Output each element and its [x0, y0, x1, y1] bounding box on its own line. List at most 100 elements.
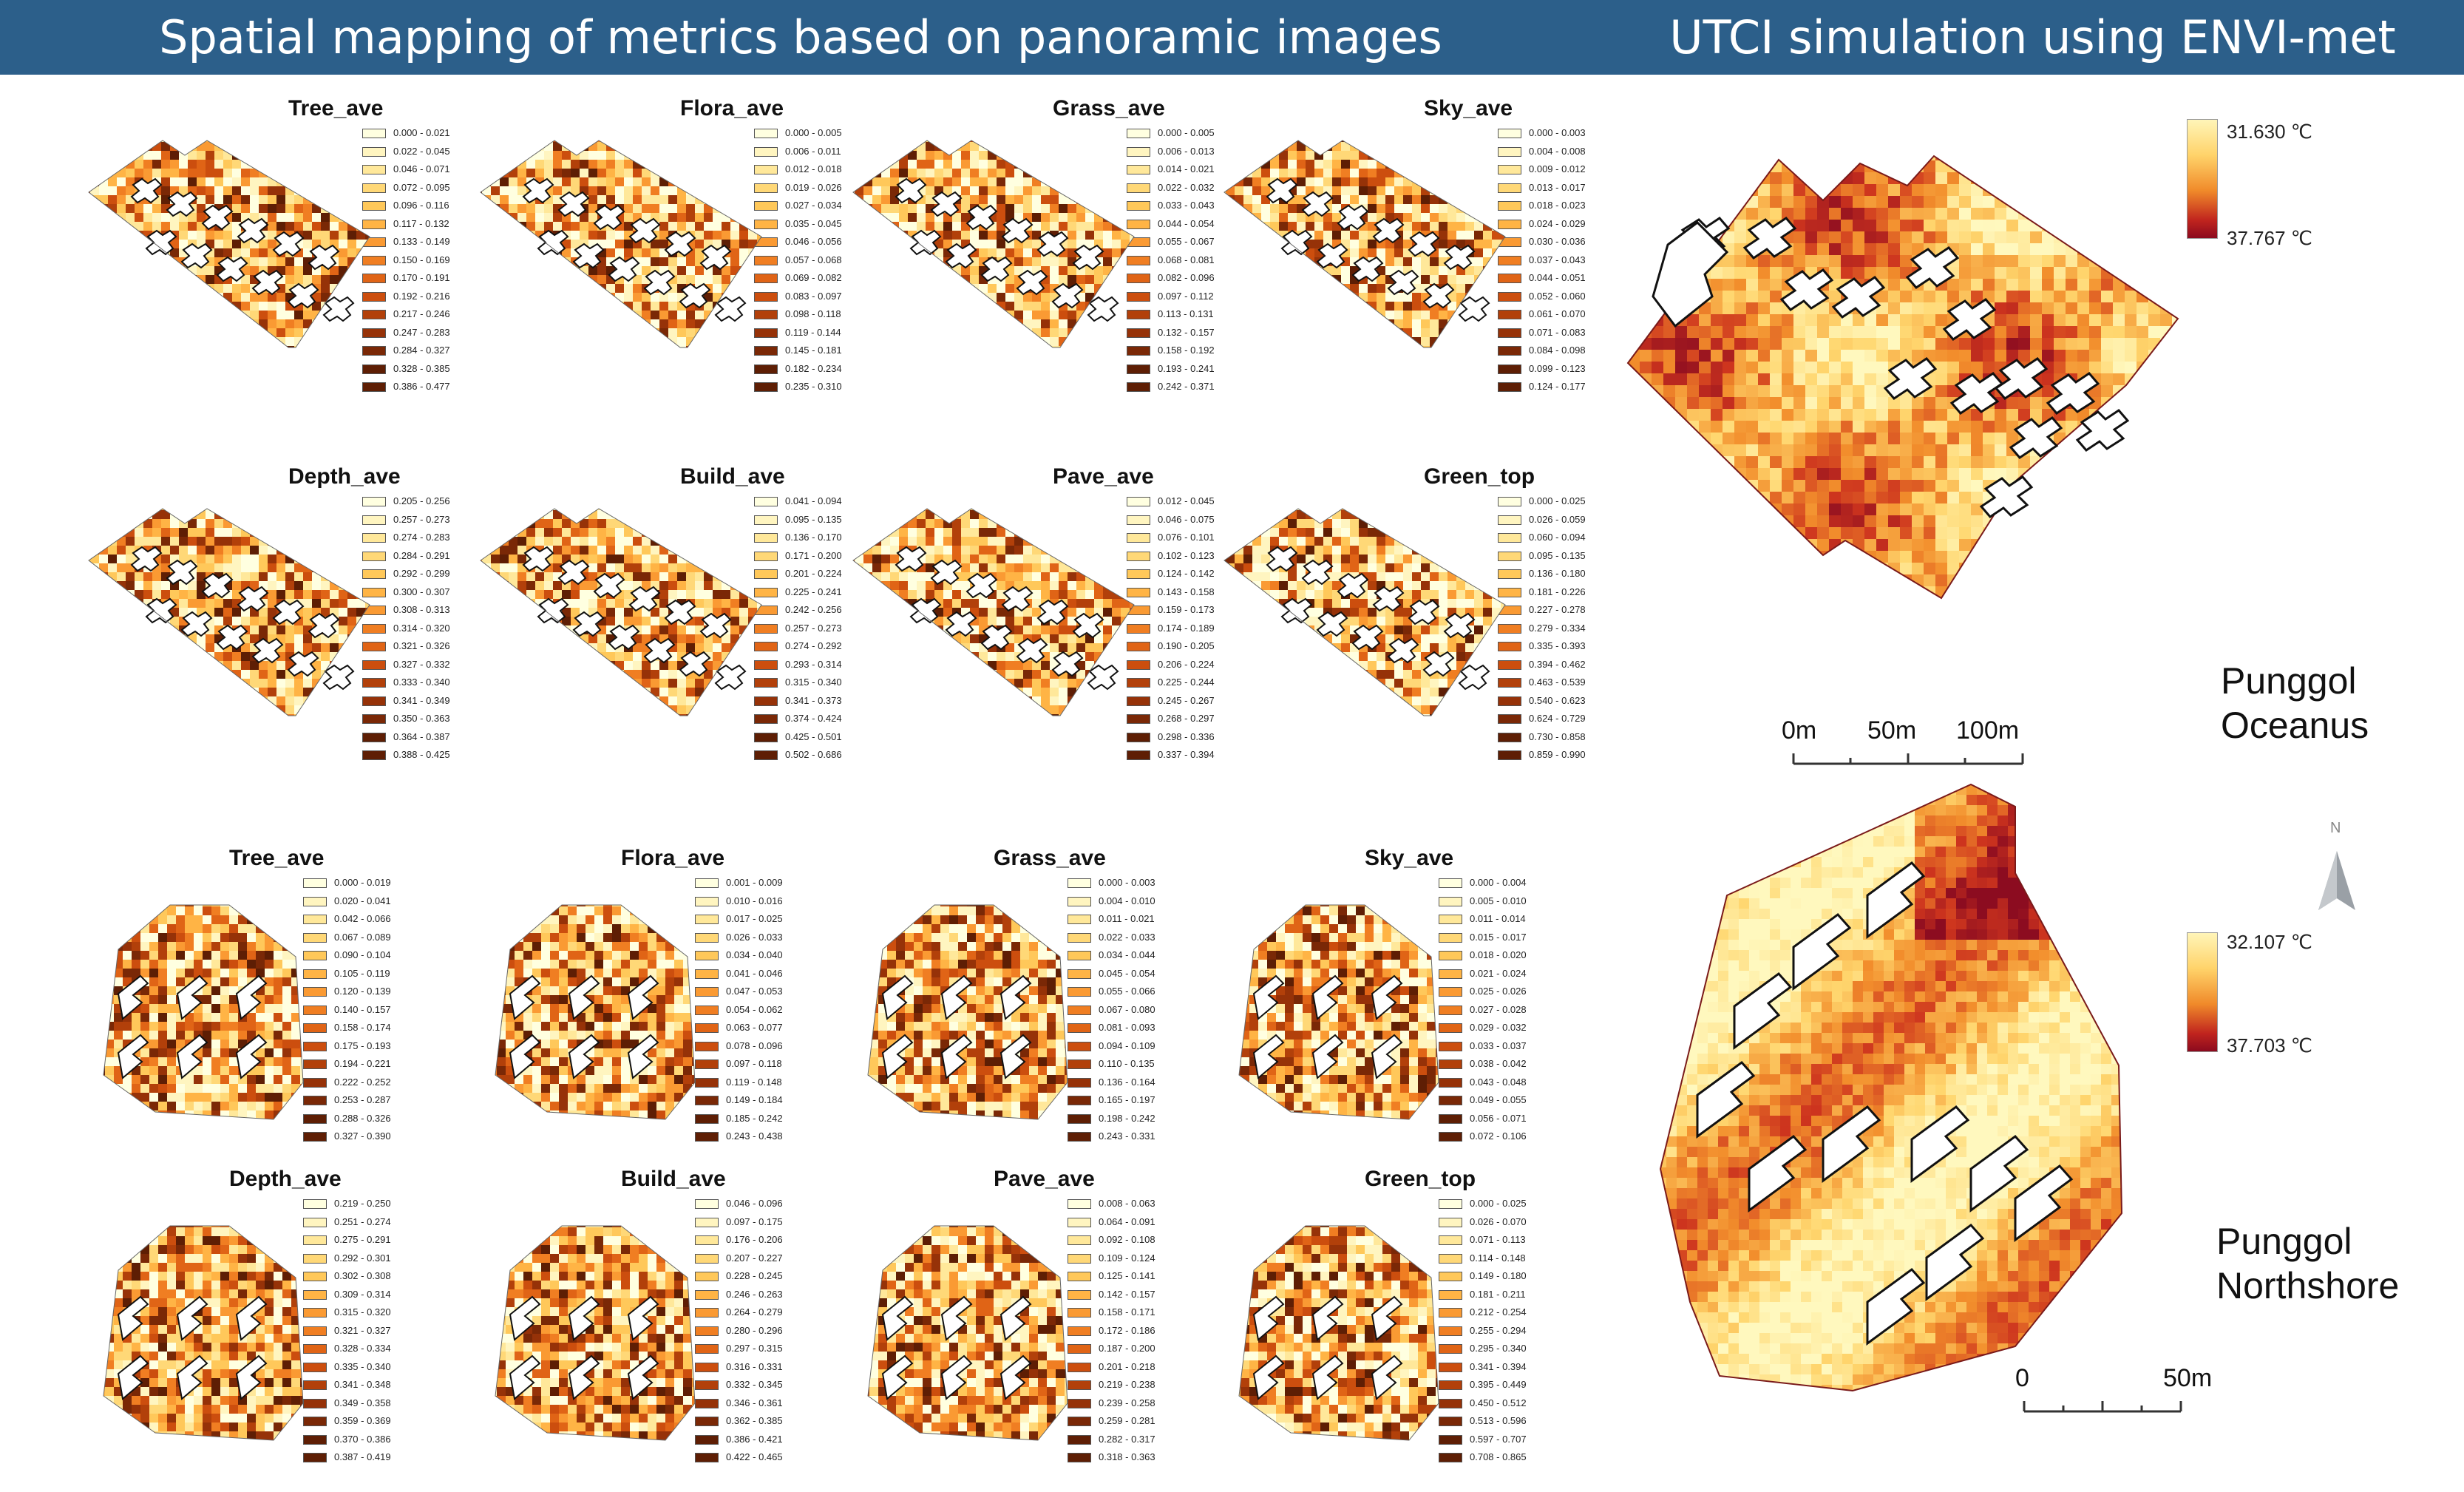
legend-label: 0.046 - 0.071	[393, 163, 450, 174]
legend-label: 0.057 - 0.068	[785, 254, 842, 265]
legend-label: 0.205 - 0.256	[393, 495, 450, 506]
legend-label: 0.321 - 0.326	[393, 640, 450, 651]
legend-label: 0.502 - 0.686	[785, 749, 842, 760]
legend-label: 0.012 - 0.045	[1158, 495, 1215, 506]
legend-label: 0.170 - 0.191	[393, 272, 450, 283]
legend-label: 0.341 - 0.373	[785, 695, 842, 706]
legend-label: 0.006 - 0.011	[785, 146, 841, 157]
legend-label: 0.247 - 0.283	[393, 327, 450, 338]
legend-label: 0.022 - 0.045	[393, 146, 450, 157]
legend-label: 0.314 - 0.320	[393, 623, 450, 634]
panel-map	[466, 479, 776, 790]
legend-label: 0.024 - 0.029	[1529, 218, 1586, 229]
legend-label: 0.012 - 0.018	[785, 163, 842, 174]
utci-northshore-scalebar	[2024, 1397, 2246, 1426]
utci-northshore-site-line1: Punggol	[2216, 1219, 2399, 1264]
legend-label: 0.069 - 0.082	[785, 272, 842, 283]
legend-label: 0.046 - 0.056	[785, 236, 842, 247]
legend-label: 0.540 - 0.623	[1529, 695, 1586, 706]
legend-label: 0.292 - 0.299	[393, 568, 450, 579]
legend-label: 0.026 - 0.059	[1529, 514, 1586, 525]
legend-label: 0.190 - 0.205	[1158, 640, 1215, 651]
legend-label: 0.235 - 0.310	[785, 381, 842, 392]
utci-oceanus: 31.630 ℃ 37.767 ℃ Punggol Oceanus 0m 50m…	[1601, 75, 2464, 784]
legend-label: 0.000 - 0.005	[1158, 127, 1215, 138]
utci-northshore-site-name: Punggol Northshore	[2216, 1219, 2399, 1308]
legend-label: 0.061 - 0.070	[1529, 308, 1586, 319]
legend-label: 0.102 - 0.123	[1158, 550, 1215, 561]
legend-label: 0.268 - 0.297	[1158, 713, 1215, 724]
legend-label: 0.030 - 0.036	[1529, 236, 1586, 247]
legend-label: 0.274 - 0.292	[785, 640, 842, 651]
legend-label: 0.337 - 0.394	[1158, 749, 1215, 760]
legend-label: 0.274 - 0.283	[393, 532, 450, 543]
legend-label: 0.463 - 0.539	[1529, 677, 1586, 688]
legend-label: 0.242 - 0.371	[1158, 381, 1215, 392]
header-right-text: UTCI simulation using ENVI-met	[1669, 10, 2395, 64]
utci-oceanus-scalebar	[1793, 749, 2089, 779]
legend-label: 0.071 - 0.083	[1529, 327, 1586, 338]
legend-label: 0.133 - 0.149	[393, 236, 450, 247]
utci-northshore-site-line2: Northshore	[2216, 1264, 2399, 1308]
legend-label: 0.004 - 0.008	[1529, 146, 1586, 157]
legend-label: 0.225 - 0.244	[1158, 677, 1215, 688]
utci-oceanus-scale-0: 0m	[1782, 716, 1816, 745]
legend-label: 0.014 - 0.021	[1158, 163, 1215, 174]
legend-label: 0.082 - 0.096	[1158, 272, 1215, 283]
legend-label: 0.327 - 0.332	[393, 659, 450, 670]
legend-label: 0.206 - 0.224	[1158, 659, 1215, 670]
legend-label: 0.119 - 0.144	[785, 327, 841, 338]
legend-label: 0.257 - 0.273	[785, 623, 842, 634]
legend-label: 0.046 - 0.075	[1158, 514, 1215, 525]
legend-label: 0.217 - 0.246	[393, 308, 450, 319]
legend-label: 0.386 - 0.477	[393, 381, 450, 392]
panel-map	[1209, 479, 1520, 790]
panel-map	[1209, 861, 1520, 1171]
legend-label: 0.000 - 0.003	[1529, 127, 1586, 138]
legend-label: 0.055 - 0.067	[1158, 236, 1215, 247]
legend-label: 0.159 - 0.173	[1158, 604, 1215, 615]
legend-label: 0.257 - 0.273	[393, 514, 450, 525]
utci-northshore: 32.107 ℃ 37.703 ℃ N Punggol Northshore 0…	[1601, 784, 2464, 1452]
legend-label: 0.350 - 0.363	[393, 713, 450, 724]
legend-label: 0.136 - 0.180	[1529, 568, 1586, 579]
legend-label: 0.035 - 0.045	[785, 218, 842, 229]
utci-northshore-map	[1601, 784, 2464, 1452]
panel-map	[838, 861, 1149, 1171]
legend-label: 0.284 - 0.291	[393, 550, 450, 561]
panel-map	[74, 861, 384, 1171]
legend-label: 0.730 - 0.858	[1529, 731, 1586, 742]
panel-map	[466, 861, 776, 1171]
legend-label: 0.041 - 0.094	[785, 495, 842, 506]
utci-oceanus-site-name: Punggol Oceanus	[2221, 659, 2369, 747]
legend-label: 0.060 - 0.094	[1529, 532, 1586, 543]
legend-label: 0.096 - 0.116	[393, 200, 449, 211]
legend-label: 0.136 - 0.170	[785, 532, 842, 543]
legend-label: 0.284 - 0.327	[393, 345, 450, 356]
legend-label: 0.097 - 0.112	[1158, 291, 1214, 302]
legend-label: 0.013 - 0.017	[1529, 182, 1586, 193]
header-left: Spatial mapping of metrics based on pano…	[0, 0, 1601, 75]
legend-label: 0.300 - 0.307	[393, 586, 450, 597]
legend-label: 0.009 - 0.012	[1529, 163, 1586, 174]
legend-label: 0.143 - 0.158	[1158, 586, 1215, 597]
legend-label: 0.044 - 0.054	[1158, 218, 1215, 229]
legend-label: 0.000 - 0.025	[1529, 495, 1586, 506]
legend-label: 0.227 - 0.278	[1529, 604, 1586, 615]
legend-label: 0.171 - 0.200	[785, 550, 842, 561]
legend-label: 0.298 - 0.336	[1158, 731, 1215, 742]
legend-label: 0.158 - 0.192	[1158, 345, 1215, 356]
legend-label: 0.193 - 0.241	[1158, 363, 1215, 374]
legend-label: 0.328 - 0.385	[393, 363, 450, 374]
legend-label: 0.019 - 0.026	[785, 182, 842, 193]
legend-label: 0.000 - 0.021	[393, 127, 450, 138]
panel-map	[838, 111, 1149, 421]
legend-label: 0.182 - 0.234	[785, 363, 842, 374]
legend-label: 0.425 - 0.501	[785, 731, 842, 742]
legend-label: 0.279 - 0.334	[1529, 623, 1586, 634]
legend-label: 0.018 - 0.023	[1529, 200, 1586, 211]
legend-label: 0.859 - 0.990	[1529, 749, 1586, 760]
utci-oceanus-scale-50: 50m	[1867, 716, 1916, 745]
legend-label: 0.225 - 0.241	[785, 586, 842, 597]
legend-label: 0.150 - 0.169	[393, 254, 450, 265]
